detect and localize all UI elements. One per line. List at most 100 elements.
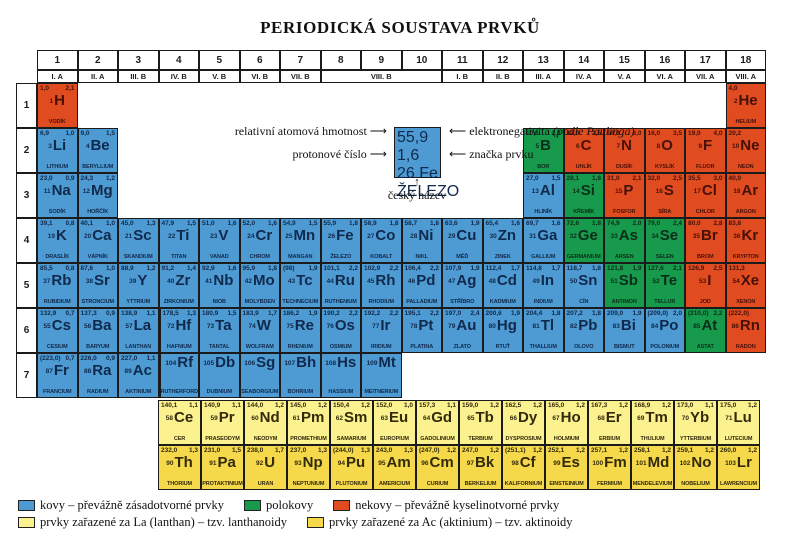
element-values: 195,1 2,2 <box>404 310 440 317</box>
element-values: 83,8 <box>728 220 742 227</box>
element-lr: 260,0 1,2 103 Lr LAWRENCIUM <box>717 445 760 490</box>
element-values: (209,0) 2,0 <box>647 310 683 317</box>
arrow-left-icon: ⟵ <box>449 147 467 161</box>
element-pd: 106,4 2,2 46 Pd PALLADIUM <box>401 263 442 308</box>
element-values: 180,9 1,5 <box>202 310 237 317</box>
element-values: 231,0 1,5 <box>204 447 241 454</box>
element-as: 74,9 2,0 33 As ARSEN <box>604 218 645 263</box>
group-roman-label: VIII. A <box>725 70 766 83</box>
element-symbol-row: 47 Ag <box>448 272 477 289</box>
element-name: BOR <box>537 164 550 170</box>
element-name: ARGON <box>735 209 756 215</box>
group-number-18: 18 <box>725 50 766 70</box>
element-am: 243,0 1,3 95 Am AMERICIUM <box>373 445 416 490</box>
element-values: (247,0) 1,2 <box>419 447 456 454</box>
element-name: PALLADIUM <box>406 299 438 305</box>
element-zr: 91,2 1,4 40 Zr ZIRKONIUM <box>158 263 199 308</box>
element-name: HASSIUM <box>328 389 354 395</box>
element-name: RUTHERFORDIUM <box>160 389 199 395</box>
element-values: 23,0 0,9 <box>40 175 75 182</box>
element-values: 192,2 2,2 <box>364 310 399 317</box>
element-i: 126,9 2,5 53 I JOD <box>685 263 726 308</box>
element-name: URAN <box>257 481 274 487</box>
legend-label: prvky zařazené za Ac (aktinium) – tzv. a… <box>329 515 573 529</box>
element-pa: 231,0 1,5 91 Pa PROTAKTINIUM <box>201 445 244 490</box>
element-values: 45,0 1,3 <box>121 220 156 227</box>
element-symbol-row: 98 Cf <box>511 454 536 471</box>
element-name: THULIUM <box>640 436 665 442</box>
element-n: 14,0 3,0 7 N DUSÍK <box>604 128 645 173</box>
element-symbol-row: 22 Ti <box>168 227 190 244</box>
element-hg: 200,6 1,9 80 Hg RTUŤ <box>482 308 523 353</box>
element-symbol-row: 49 In <box>532 272 555 289</box>
group-roman-label: IV. A <box>563 70 604 83</box>
element-symbol-row: 89 Ac <box>124 362 152 379</box>
element-be: 9,0 1,5 4 Be BERYLLIUM <box>77 128 118 173</box>
element-symbol-row: 32 Ge <box>569 227 598 244</box>
element-name: RADIUM <box>87 389 109 395</box>
element-name: TITAN <box>171 254 187 260</box>
element-symbol-row: 4 Be <box>85 137 110 154</box>
element-values: 118,7 1,8 <box>566 265 602 272</box>
group-roman-label: III. A <box>523 70 564 83</box>
element-name: ŽELEZO <box>330 254 352 260</box>
element-symbol-row: 51 Sb <box>610 272 638 289</box>
legend-swatch-nonmetal <box>333 500 351 511</box>
element-symbol-row: 33 As <box>610 227 638 244</box>
element-symbol-row: 84 Po <box>651 317 679 334</box>
group-roman-label: I. B <box>442 70 483 83</box>
example-symbol: Fe <box>419 165 438 182</box>
element-he: 4,0 2 He HELIUM <box>725 83 766 128</box>
element-values: 52,0 1,6 <box>242 220 278 227</box>
element-name: LITHIUM <box>46 164 69 170</box>
element-values: 140,1 1,1 <box>161 402 198 409</box>
element-values: 87,6 1,0 <box>80 265 116 272</box>
element-pm: 145,0 1,2 61 Pm PROMETHIUM <box>287 400 330 445</box>
group-number-7: 7 <box>280 50 321 70</box>
element-se: 79,0 2,4 34 Se SELEN <box>644 218 685 263</box>
element-name: THALLIUM <box>529 344 557 350</box>
element-values: (244,0) 1,3 <box>333 447 370 454</box>
element-values: 79,0 2,4 <box>647 220 683 227</box>
element-symbol-row: 102 No <box>679 454 712 471</box>
element-ne: 20,2 10 Ne NEON <box>725 128 766 173</box>
element-name: ZLATO <box>453 344 471 350</box>
element-values: 227,0 1,1 <box>121 355 156 362</box>
element-b: 10,8 2,0 5 B BOR <box>523 128 564 173</box>
f-block-rows: 140,1 1,1 58 Ce CER 140,9 1,1 59 Pr PRASEODYM 144,… <box>158 400 760 490</box>
period-number-2: 2 <box>16 128 37 173</box>
element-name: VODÍK <box>48 119 66 125</box>
element-values: 127,6 2,1 <box>647 265 683 272</box>
element-symbol-row: 86 Rn <box>731 317 760 334</box>
element-symbol-row: 3 Li <box>48 137 67 154</box>
element-name: PROMETHIUM <box>290 436 327 442</box>
element-name: BERKELIUM <box>464 481 497 487</box>
element-values: 132,9 0,7 <box>40 310 75 317</box>
group-number-12: 12 <box>482 50 523 70</box>
element-name: CURIUM <box>426 481 449 487</box>
element-name: SAMARIUM <box>336 436 367 442</box>
element-values: 40,1 1,0 <box>80 220 116 227</box>
element-name: IRIDIUM <box>371 344 392 350</box>
element-name: STŘÍBRO <box>450 299 475 305</box>
element-name: RTUŤ <box>495 344 510 350</box>
element-values: 200,6 1,9 <box>485 310 521 317</box>
element-symbol-row: 16 S <box>655 182 674 199</box>
element-name: STRONCIUM <box>81 299 115 305</box>
element-mt: 109 Mt MEITNERIUM <box>361 353 402 398</box>
element-ge: 72,6 1,8 32 Ge GERMANIUM <box>563 218 604 263</box>
element-values: 207,2 1,8 <box>566 310 602 317</box>
element-name: HELIUM <box>735 119 757 125</box>
element-name: KYSLÍK <box>654 164 675 170</box>
element-symbol-row: 18 Ar <box>733 182 759 199</box>
element-symbol-row: 20 Ca <box>84 227 112 244</box>
element-name: BOHRIUM <box>287 389 314 395</box>
element-values: 101,1 2,2 <box>323 265 359 272</box>
element-name: NIOB <box>212 299 226 305</box>
element-symbol-row: 99 Es <box>553 454 580 471</box>
element-name: ZINEK <box>494 254 511 260</box>
element-values: 39,1 0,8 <box>40 220 75 227</box>
element-symbol-row: 88 Ra <box>84 362 112 379</box>
element-values: 88,9 1,2 <box>121 265 156 272</box>
